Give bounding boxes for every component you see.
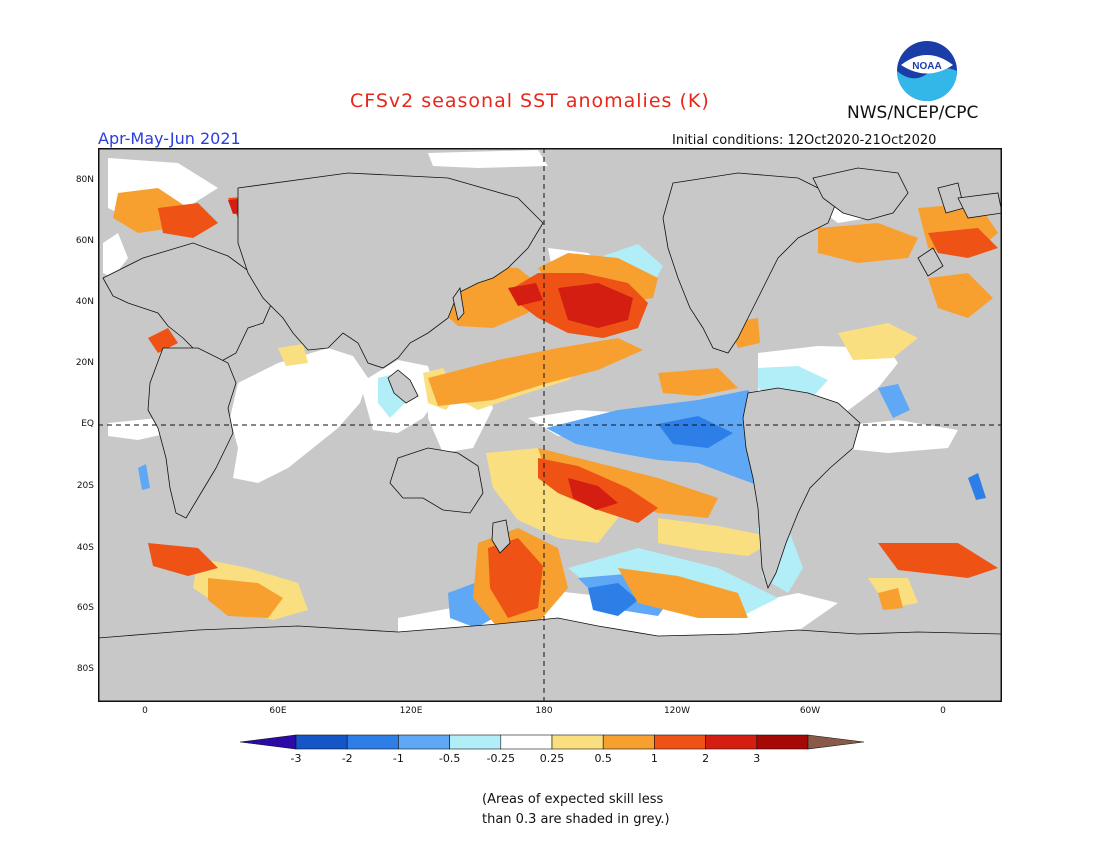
skill-note-line2: than 0.3 are shaded in grey.) — [482, 812, 670, 827]
lat-label-60n: 60N — [75, 236, 94, 246]
skill-note-line1: (Areas of expected skill less — [482, 792, 664, 807]
lat-label-40s: 40S — [76, 543, 94, 553]
colorbar-segment — [500, 734, 553, 750]
lon-label-60e: 60E — [269, 706, 287, 716]
colorbar-segment — [602, 734, 655, 750]
colorbar-tick-label: -3 — [290, 752, 302, 765]
colorbar-upper-arrow — [807, 734, 864, 750]
lat-label-80s: 80S — [76, 664, 94, 674]
lat-label-20s: 20S — [76, 481, 94, 491]
season-label: Apr-May-Jun 2021 — [98, 129, 241, 148]
colorbar-tick-label: 2 — [702, 752, 710, 765]
lat-label-40n: 40N — [75, 297, 94, 307]
colorbar-tick-label: -1 — [392, 752, 404, 765]
logo-text: NOAA — [912, 61, 941, 72]
lon-label-60w: 60W — [799, 706, 821, 716]
colorbar-tick-label: -0.25 — [486, 752, 516, 765]
colorbar — [240, 734, 864, 750]
noaa-logo: NOAA — [897, 41, 957, 101]
colorbar-segment — [346, 734, 399, 750]
lon-label-120e: 120E — [399, 706, 423, 716]
lat-label-eq: EQ — [81, 419, 94, 429]
lon-label-0: 0 — [142, 706, 148, 716]
agency-label: NWS/NCEP/CPC — [847, 103, 979, 123]
initial-conditions-label: Initial conditions: 12Oct2020-21Oct2020 — [672, 133, 937, 148]
sst-anomaly-map — [98, 148, 1002, 702]
strong-cool-regions — [588, 416, 986, 616]
colorbar-segment — [295, 734, 348, 750]
colorbar-tick-label: 3 — [753, 752, 761, 765]
colorbar-tick-label: 0.5 — [594, 752, 612, 765]
colorbar-segment — [398, 734, 450, 750]
colorbar-segment — [654, 734, 706, 750]
lat-label-80n: 80N — [75, 175, 94, 185]
colorbar-tick-label: -2 — [341, 752, 353, 765]
lon-label-120w: 120W — [663, 706, 691, 716]
colorbar-lower-arrow — [240, 734, 297, 750]
colorbar-segment — [756, 734, 809, 750]
colorbar-segment — [449, 734, 502, 750]
colorbar-segment — [705, 734, 758, 750]
colorbar-tick-label: 1 — [650, 752, 658, 765]
lat-label-60s: 60S — [76, 603, 94, 613]
lon-label-0-east: 0 — [940, 706, 946, 716]
lat-label-20n: 20N — [75, 358, 94, 368]
map-frame — [98, 148, 1002, 702]
continents — [98, 167, 1002, 702]
map-title: CFSv2 seasonal SST anomalies (K) — [350, 90, 710, 112]
colorbar-tick-label: -0.5 — [438, 752, 461, 765]
colorbar-tick-label: 0.25 — [539, 752, 565, 765]
colorbar-segment — [551, 734, 604, 750]
lon-label-180: 180 — [535, 706, 553, 716]
